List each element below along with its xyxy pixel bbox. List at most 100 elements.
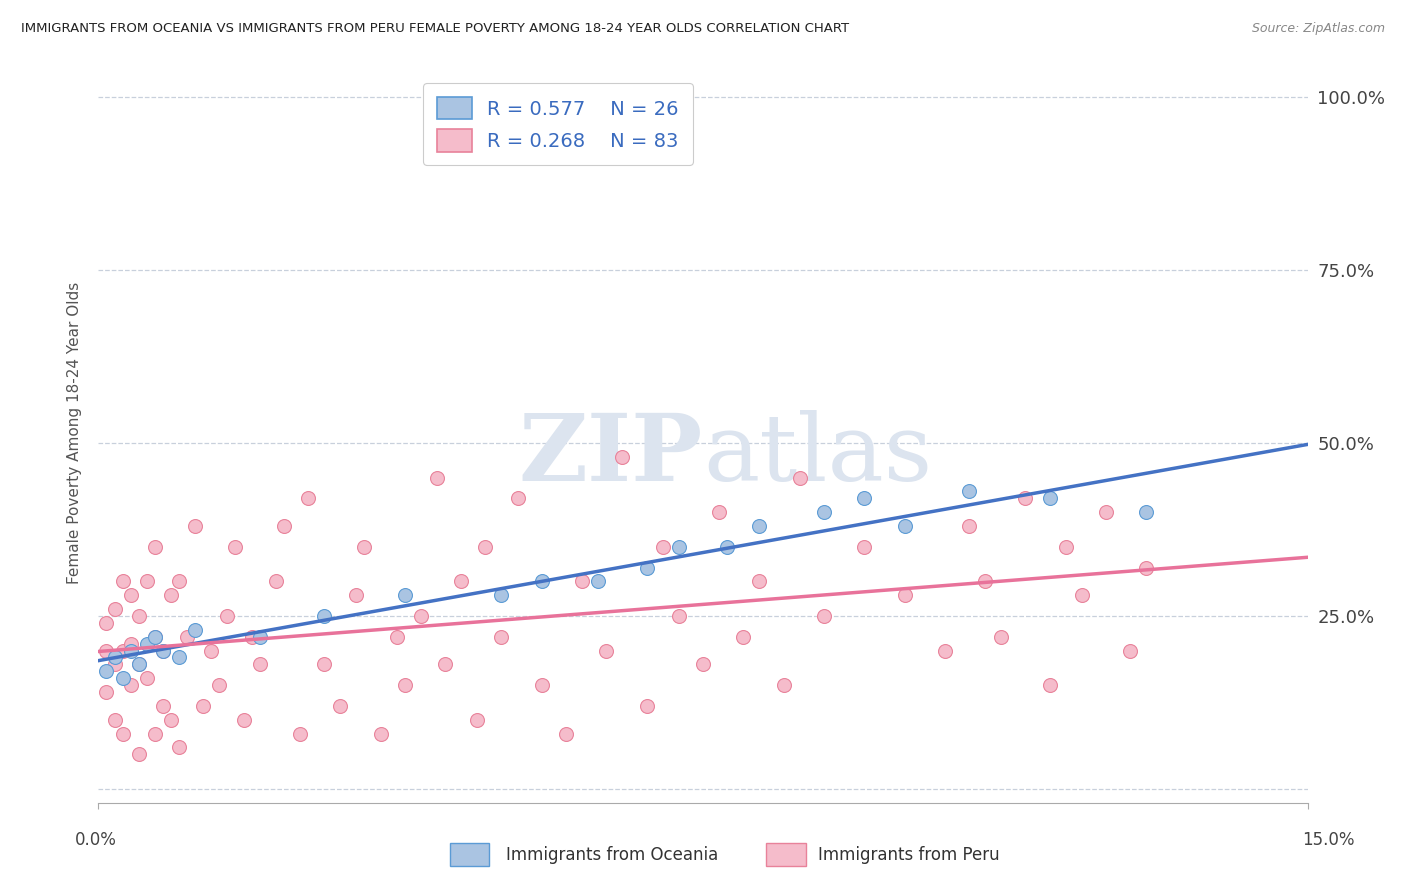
Point — [853, 491, 876, 506]
Point — [96, 615, 118, 630]
Point — [111, 726, 134, 740]
Point — [120, 588, 142, 602]
Text: Immigrants from Peru: Immigrants from Peru — [818, 846, 1000, 863]
Point — [167, 740, 190, 755]
Point — [120, 643, 142, 657]
Point — [1119, 643, 1142, 657]
Point — [143, 630, 166, 644]
Point — [135, 671, 157, 685]
Point — [707, 505, 730, 519]
Point — [111, 643, 134, 657]
Point — [96, 643, 118, 657]
Point — [288, 726, 311, 740]
Point — [595, 643, 617, 657]
Point — [957, 519, 980, 533]
Point — [586, 574, 609, 589]
Point — [748, 519, 770, 533]
Point — [249, 657, 271, 672]
Point — [974, 574, 997, 589]
Point — [120, 637, 142, 651]
Point — [853, 540, 876, 554]
Point — [240, 630, 263, 644]
Point — [394, 678, 416, 692]
Point — [217, 609, 239, 624]
Point — [103, 713, 125, 727]
Point — [893, 519, 915, 533]
Point — [571, 574, 593, 589]
Text: 0.0%: 0.0% — [75, 831, 117, 849]
Point — [249, 630, 271, 644]
Point — [450, 574, 472, 589]
Y-axis label: Female Poverty Among 18-24 Year Olds: Female Poverty Among 18-24 Year Olds — [66, 282, 82, 583]
Point — [733, 630, 755, 644]
Point — [128, 657, 150, 672]
Point — [434, 657, 457, 672]
Point — [1135, 505, 1157, 519]
Text: ZIP: ZIP — [519, 409, 703, 500]
Point — [668, 540, 690, 554]
Point — [530, 574, 553, 589]
Point — [748, 574, 770, 589]
Point — [1095, 505, 1118, 519]
Point — [96, 665, 118, 679]
Point — [167, 574, 190, 589]
Point — [385, 630, 408, 644]
Point — [636, 698, 658, 713]
Point — [329, 698, 352, 713]
Point — [370, 726, 392, 740]
Point — [120, 678, 142, 692]
Point — [232, 713, 254, 727]
Point — [530, 678, 553, 692]
Point — [813, 609, 835, 624]
Point — [692, 657, 714, 672]
Point — [716, 540, 738, 554]
Point — [143, 630, 166, 644]
Point — [208, 678, 231, 692]
Point — [1070, 588, 1092, 602]
Point — [506, 491, 529, 506]
Point — [651, 540, 673, 554]
Point — [184, 519, 207, 533]
Point — [135, 637, 157, 651]
Point — [990, 630, 1012, 644]
Point — [264, 574, 287, 589]
Point — [474, 540, 496, 554]
Text: 15.0%: 15.0% — [1302, 831, 1355, 849]
Point — [128, 747, 150, 762]
Point — [934, 643, 956, 657]
Point — [111, 671, 134, 685]
Point — [957, 484, 980, 499]
Point — [128, 657, 150, 672]
Point — [1135, 560, 1157, 574]
Point — [409, 609, 432, 624]
Point — [224, 540, 246, 554]
Point — [491, 630, 513, 644]
Point — [789, 470, 811, 484]
Point — [184, 623, 207, 637]
Point — [491, 588, 513, 602]
Text: IMMIGRANTS FROM OCEANIA VS IMMIGRANTS FROM PERU FEMALE POVERTY AMONG 18-24 YEAR : IMMIGRANTS FROM OCEANIA VS IMMIGRANTS FR… — [21, 22, 849, 36]
Point — [200, 643, 222, 657]
Point — [1039, 491, 1062, 506]
Point — [160, 713, 183, 727]
Point — [426, 470, 449, 484]
Point — [128, 609, 150, 624]
Point — [152, 643, 174, 657]
Text: atlas: atlas — [703, 409, 932, 500]
Point — [314, 609, 336, 624]
Point — [772, 678, 794, 692]
Point — [344, 588, 367, 602]
Point — [813, 505, 835, 519]
Point — [103, 650, 125, 665]
Point — [152, 643, 174, 657]
Point — [893, 588, 915, 602]
Text: Source: ZipAtlas.com: Source: ZipAtlas.com — [1251, 22, 1385, 36]
Point — [167, 650, 190, 665]
Point — [96, 685, 118, 699]
Point — [394, 588, 416, 602]
Point — [193, 698, 215, 713]
Point — [297, 491, 319, 506]
Text: Immigrants from Oceania: Immigrants from Oceania — [506, 846, 718, 863]
Point — [135, 574, 157, 589]
Point — [111, 574, 134, 589]
